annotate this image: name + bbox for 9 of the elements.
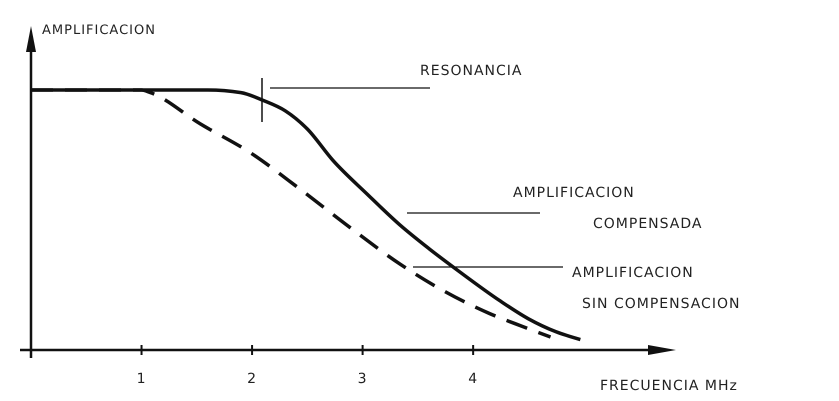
x-tick-label: 1 <box>136 370 146 387</box>
text: RESONANCIA <box>420 63 522 79</box>
annotation: AMPLIFICACION COMPENSADA <box>513 185 702 232</box>
x-tick-label: 2 <box>247 370 258 387</box>
y-axis-title: AMPLIFICACION <box>42 23 156 38</box>
annotation: AMPLIFICACION SIN COMPENSACION <box>572 265 740 312</box>
x-tick-label: 3 <box>358 370 368 387</box>
x-axis-title: FRECUENCIA MHz <box>600 378 738 394</box>
x-tick-label: 4 <box>468 370 478 387</box>
